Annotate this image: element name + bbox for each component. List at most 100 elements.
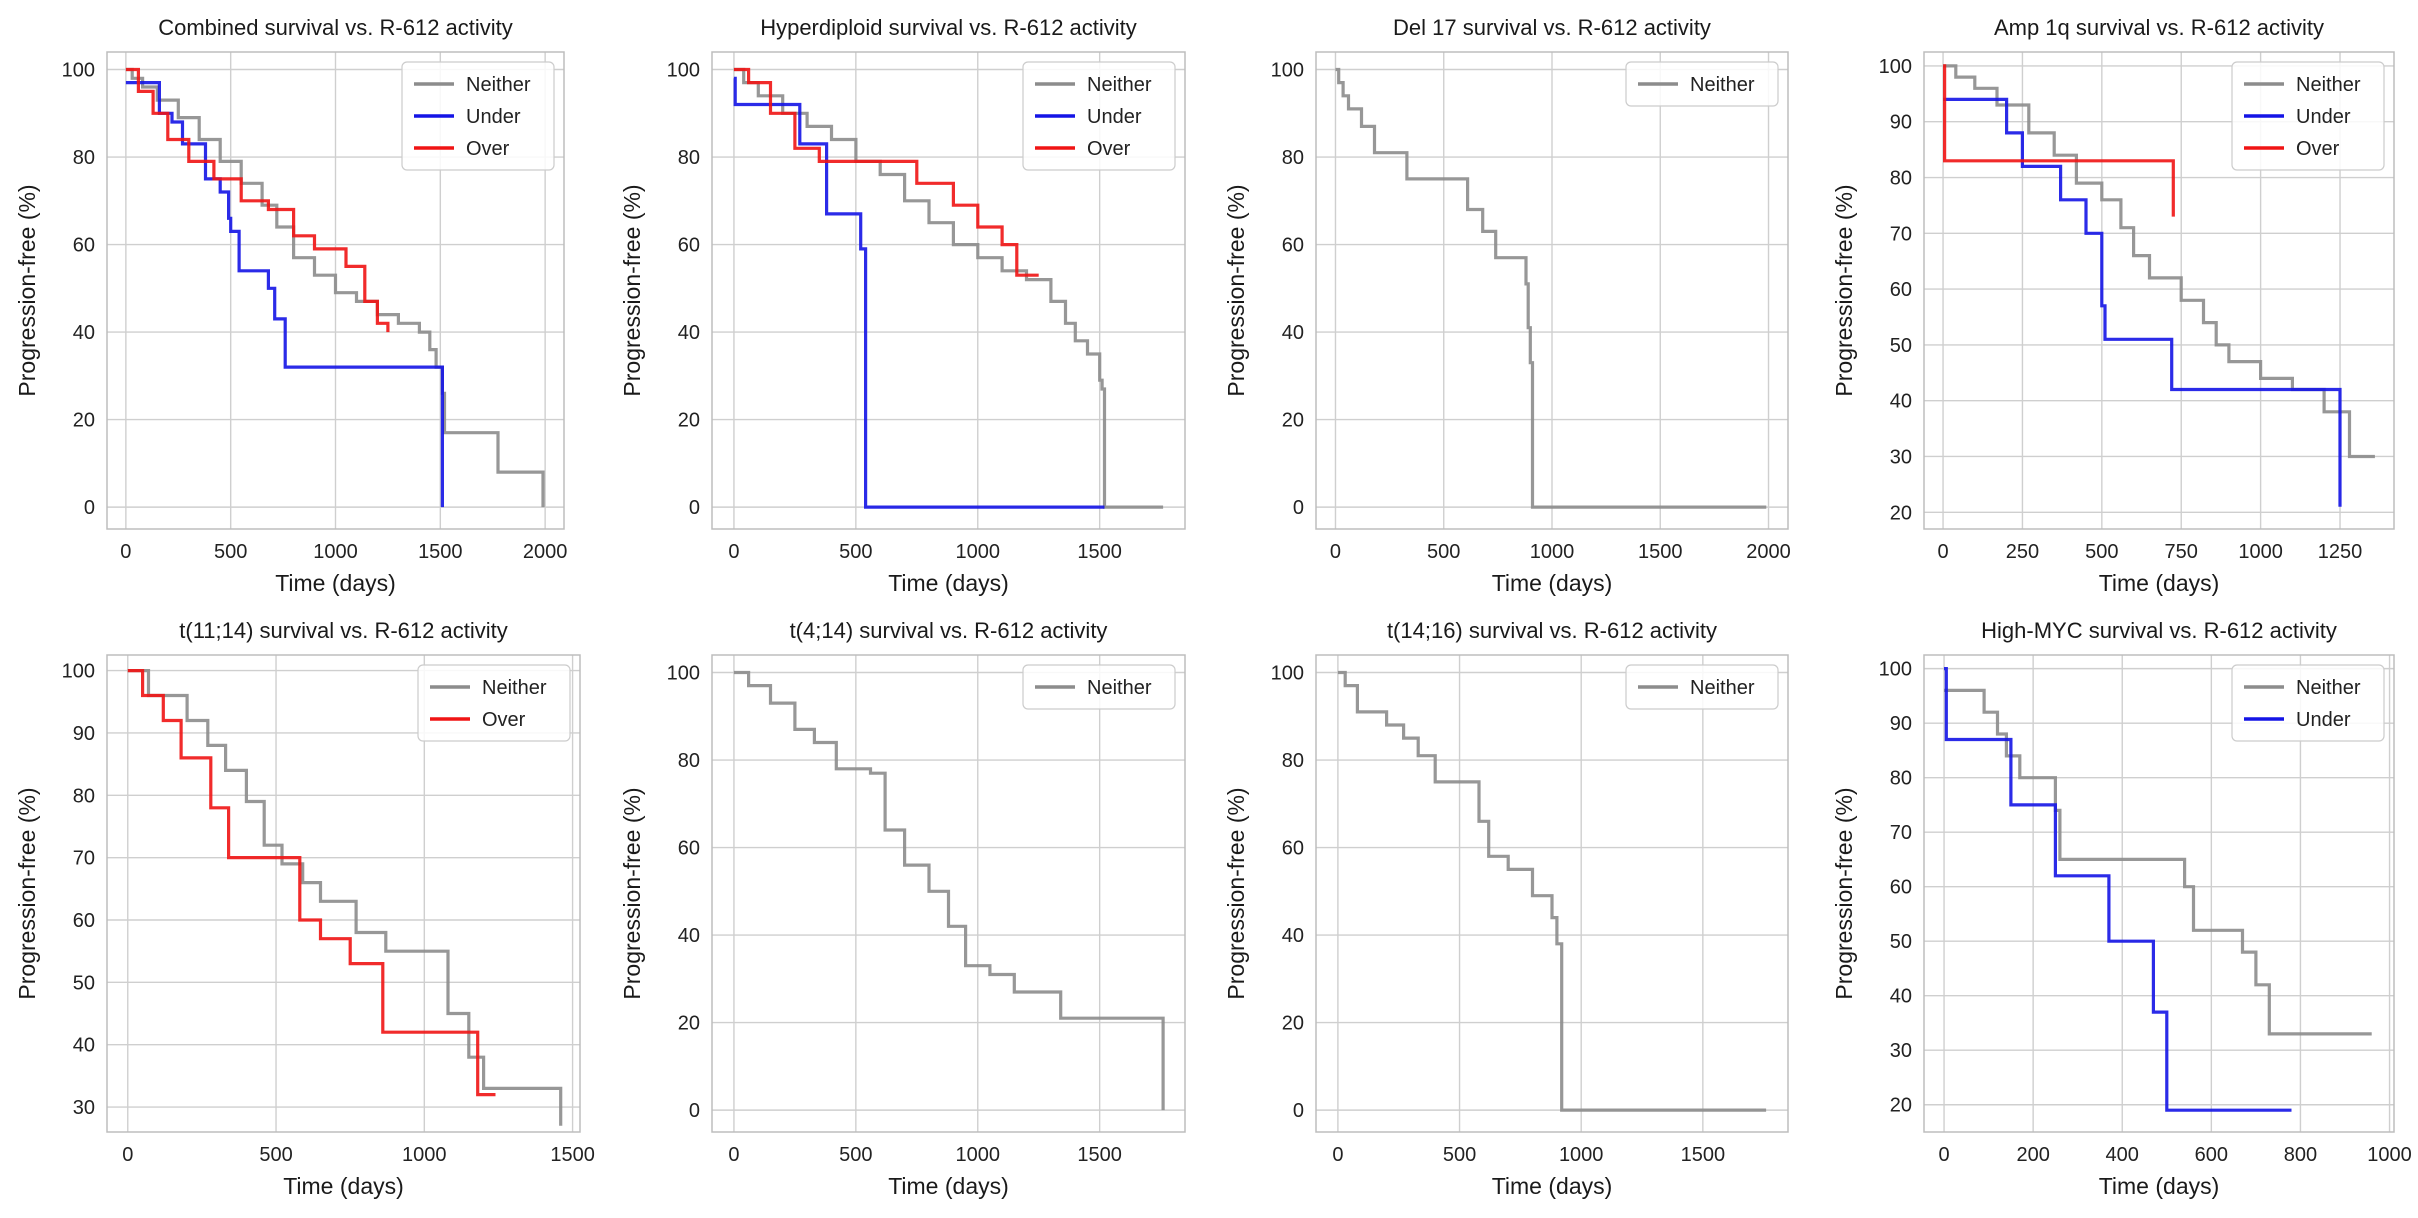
chart-title: Hyperdiploid survival vs. R-612 activity [760,15,1137,40]
x-tick-label: 500 [839,541,872,563]
y-tick-label: 60 [678,235,700,257]
y-tick-label: 60 [1890,877,1912,899]
chart-panel-1: 0 500 1000 1500 2000 0 20 40 60 80 100 Combined sur… [14,15,567,596]
x-axis-label: Time (days) [888,1173,1009,1199]
plot-frame [711,51,1186,530]
y-tick-label: 60 [73,910,95,932]
x-axis-label: Time (days) [283,1173,404,1199]
legend-label-under: Under [466,106,521,128]
x-tick-label: 1250 [2318,541,2363,563]
x-axis-label: Time (days) [2099,1173,2220,1199]
chart-panel-6: 0 500 1000 1500 0 20 40 60 80 100 t(4;14) survival… [619,618,1186,1199]
x-tick-label: 1500 [1638,541,1683,563]
y-tick-label: 50 [73,972,95,994]
y-axis-label: Progression-free (%) [14,787,40,999]
legend-label-over: Over [466,138,510,160]
legend-label-over: Over [2296,138,2340,160]
y-tick-label: 30 [73,1097,95,1119]
legend: Neither Under Over [2231,61,2385,171]
x-tick-label: 1000 [956,1144,1001,1166]
chart-title: t(11;14) survival vs. R-612 activity [179,618,507,643]
legend-box [2231,61,2385,171]
legend-box [401,61,555,171]
x-tick-label: 1000 [2367,1144,2412,1166]
chart-panel-4: 0 250 500 750 1000 1250 20 30 40 50 60 70 80 90 100 Amp… [1831,15,2395,596]
x-tick-label: 500 [214,541,247,563]
x-tick-label: 1500 [418,541,463,563]
legend-box [417,664,571,742]
y-tick-label: 20 [1282,410,1304,432]
x-tick-label: 0 [1332,1144,1343,1166]
y-tick-label: 60 [73,235,95,257]
legend-label-neither: Neither [1087,677,1152,699]
legend-box [2231,664,2385,742]
legend-label-neither: Neither [482,677,547,699]
series-line-neither [733,670,1165,1111]
x-axis-label: Time (days) [2099,570,2220,596]
series-line-over [125,67,390,333]
y-tick-label: 100 [667,663,700,685]
legend: Neither Under [2231,664,2385,742]
y-tick-label: 100 [1271,60,1304,82]
y-tick-label: 60 [678,838,700,860]
y-tick-label: 80 [1282,750,1304,772]
series-line-neither [1335,67,1767,509]
plot-frame [1315,51,1789,530]
y-tick-label: 100 [62,60,95,82]
y-tick-label: 100 [1879,56,1912,78]
chart-title: Del 17 survival vs. R-612 activity [1393,15,1711,40]
y-tick-label: 90 [1890,112,1912,134]
legend: Neither [1022,664,1176,710]
y-tick-label: 100 [667,60,700,82]
chart-panel-2: 0 500 1000 1500 0 20 40 60 80 100 Hyperdiploid sur… [619,15,1186,596]
y-tick-label: 40 [73,322,95,344]
y-tick-label: 40 [1890,391,1912,413]
y-tick-label: 70 [73,848,95,870]
y-tick-label: 80 [1282,147,1304,169]
x-tick-label: 500 [1443,1144,1476,1166]
y-axis-label: Progression-free (%) [1223,787,1249,999]
y-tick-label: 0 [1293,497,1304,519]
x-tick-label: 1500 [1077,541,1122,563]
y-tick-label: 60 [1282,838,1304,860]
y-tick-label: 20 [1890,1095,1912,1117]
x-tick-label: 0 [1937,541,1948,563]
x-axis-label: Time (days) [888,570,1009,596]
plot-frame [711,654,1186,1133]
y-axis-label: Progression-free (%) [619,184,645,396]
y-tick-label: 50 [1890,335,1912,357]
chart-title: Amp 1q survival vs. R-612 activity [1994,15,2324,40]
y-tick-label: 80 [1890,768,1912,790]
x-tick-label: 1000 [313,541,358,563]
y-axis-label: Progression-free (%) [619,787,645,999]
y-tick-label: 90 [1890,713,1912,735]
x-tick-label: 750 [2165,541,2198,563]
y-axis-label: Progression-free (%) [1223,184,1249,396]
x-tick-label: 1500 [550,1144,595,1166]
chart-title: Combined survival vs. R-612 activity [158,15,513,40]
y-tick-label: 30 [1890,446,1912,468]
chart-title: t(14;16) survival vs. R-612 activity [1387,618,1717,643]
series-line-neither [1337,670,1767,1112]
x-tick-label: 0 [120,541,131,563]
y-tick-label: 40 [1282,925,1304,947]
y-axis-label: Progression-free (%) [14,184,40,396]
x-tick-label: 500 [259,1144,292,1166]
y-tick-label: 40 [73,1035,95,1057]
legend-label-neither: Neither [1690,74,1755,96]
x-tick-label: 400 [2106,1144,2139,1166]
y-tick-label: 40 [1890,986,1912,1008]
series-line-under [733,76,1105,509]
legend: Neither Over [417,664,571,742]
series-line-over [127,669,496,1097]
series-line-under [1943,97,2342,507]
y-axis-label: Progression-free (%) [1831,184,1857,396]
plot-frame [1923,654,2395,1133]
y-tick-label: 40 [678,322,700,344]
x-tick-label: 1000 [402,1144,447,1166]
y-tick-label: 80 [73,785,95,807]
chart-panel-5: 0 500 1000 1500 30 40 50 60 70 80 90 100 t(11;14) su… [14,618,595,1199]
x-axis-label: Time (days) [275,570,396,596]
y-tick-label: 80 [73,147,95,169]
